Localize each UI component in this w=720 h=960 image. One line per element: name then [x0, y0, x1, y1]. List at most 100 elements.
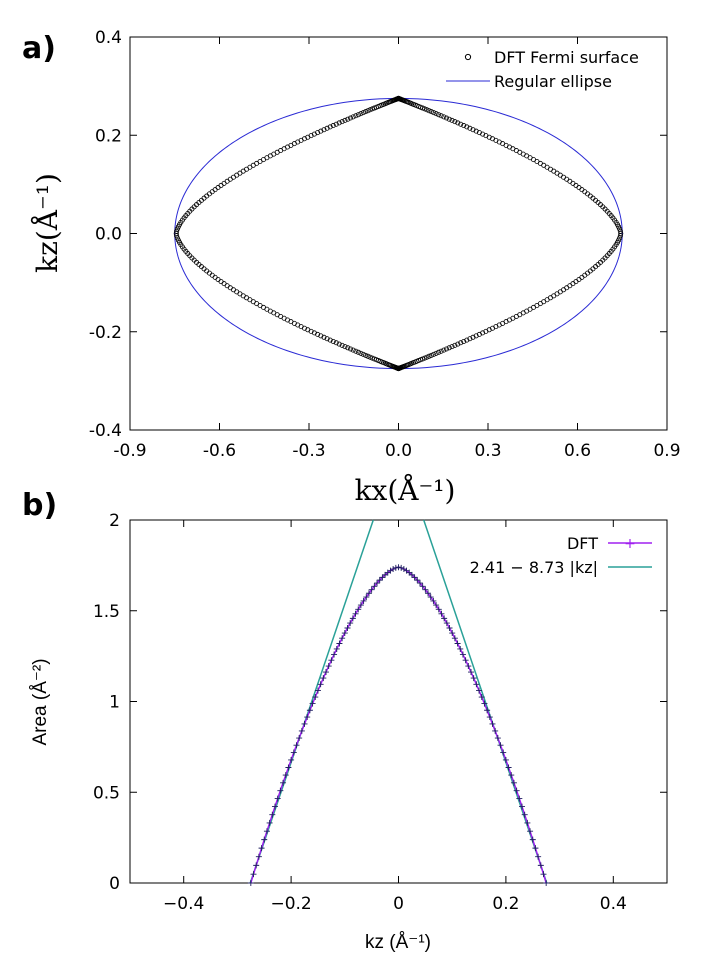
panel-a-x-tick-label: -0.6	[203, 441, 236, 461]
dft-area-marker	[261, 836, 268, 843]
legend-dft-fermi-surface: DFT Fermi surface	[494, 48, 639, 67]
dft-area-marker	[508, 772, 515, 779]
dft-fermi-surface-point	[336, 341, 342, 347]
dft-area-marker	[497, 742, 504, 749]
dft-fermi-surface-point	[342, 117, 348, 123]
panel-b-y-tick-label: 1	[109, 693, 120, 713]
dft-area-marker	[247, 880, 254, 886]
dft-fermi-surface-point	[449, 344, 455, 350]
dft-area-marker	[446, 624, 453, 631]
dft-fermi-surface-point	[470, 127, 476, 133]
panel-b-y-tick-label: 1.5	[93, 602, 120, 622]
dft-area-marker	[352, 610, 359, 617]
dft-area-marker	[513, 787, 520, 794]
dft-area-marker	[317, 681, 324, 688]
dft-area-marker	[419, 583, 426, 590]
dft-fermi-surface-point	[345, 345, 351, 351]
dft-area-marker	[250, 871, 257, 878]
dft-area-line	[250, 566, 547, 884]
dft-fermi-surface-point	[339, 119, 345, 125]
dft-fermi-surface-point	[333, 121, 339, 127]
dft-fermi-surface-point	[209, 189, 215, 195]
dft-area-marker	[489, 720, 496, 727]
dft-area-series	[247, 564, 550, 886]
dft-fermi-surface-point	[339, 342, 345, 348]
panel-a-y-tick-label: 0.4	[95, 28, 122, 48]
dft-area-marker	[492, 727, 499, 734]
panel-b-ticks	[130, 519, 667, 884]
dft-fermi-surface-point	[342, 344, 348, 350]
panel-b-x-tick-labels: −0.4 −0.2 0 0.2 0.4	[163, 894, 627, 914]
dft-fermi-surface-point	[441, 347, 447, 353]
dft-fermi-surface-point	[458, 340, 464, 346]
dft-fermi-surface-point	[446, 116, 452, 122]
dft-area-marker	[519, 803, 526, 810]
dft-fermi-surface-point	[363, 109, 369, 115]
dft-area-marker	[462, 657, 469, 664]
dft-area-marker	[537, 862, 544, 869]
dft-area-marker	[451, 635, 458, 642]
dft-fermi-surface-point	[174, 226, 180, 232]
dft-area-marker	[341, 630, 348, 637]
dft-fermi-surface-point	[360, 351, 366, 357]
dft-fermi-surface-point	[327, 124, 333, 130]
dft-fermi-surface-point	[452, 342, 458, 348]
dft-area-marker	[473, 681, 480, 688]
dft-fermi-surface-point	[424, 354, 430, 360]
dft-area-marker	[524, 819, 531, 826]
dft-fermi-surface-point	[461, 338, 467, 344]
dft-area-marker	[516, 795, 523, 802]
dft-area-marker	[376, 577, 383, 584]
dft-area-marker	[527, 828, 534, 835]
panel-b-x-tick-label: 0	[393, 894, 404, 914]
dft-fermi-surface-point	[360, 110, 366, 116]
dft-area-marker	[360, 597, 367, 604]
dft-fermi-surface-point	[426, 108, 432, 114]
dft-area-marker	[304, 714, 311, 721]
panel-a-ticks	[129, 36, 668, 431]
dft-fermi-surface-point	[365, 108, 371, 114]
panel-a-x-tick-label: 0.6	[564, 441, 591, 461]
dft-area-marker	[478, 694, 485, 701]
dft-fermi-surface-point	[426, 353, 432, 359]
dft-area-marker	[349, 615, 356, 622]
dft-area-marker	[301, 720, 308, 727]
dft-fermi-surface-point	[215, 276, 221, 282]
dft-area-marker	[422, 586, 429, 593]
dft-fermi-surface-point	[464, 337, 470, 343]
dft-area-marker	[414, 577, 421, 584]
panel-b-x-axis-label: kz (Å⁻¹)	[365, 932, 431, 953]
dft-area-marker	[258, 845, 265, 852]
panel-a: a) -0.9 -0.6 -0.3 0.0 0.3 0.6 0.9 -0.4 -0.2 0.0 0…	[22, 28, 681, 507]
dft-area-marker	[441, 615, 448, 622]
regular-ellipse-series	[174, 97, 623, 370]
dft-fermi-surface-point	[336, 120, 342, 126]
dft-fermi-surface-point	[365, 353, 371, 359]
dft-area-marker	[253, 862, 260, 869]
dft-fermi-surface-point	[467, 336, 473, 342]
dft-area-marker	[355, 606, 362, 613]
panel-b-y-axis-label: Area (Å⁻²)	[30, 658, 51, 745]
panel-a-label: a)	[22, 31, 56, 66]
dft-fermi-surface-point	[321, 334, 327, 340]
dft-area-marker	[481, 700, 488, 707]
dft-fermi-surface-point	[174, 233, 180, 239]
panel-a-y-tick-labels: -0.4 -0.2 0.0 0.2 0.4	[89, 28, 122, 441]
dft-area-marker	[502, 756, 509, 763]
dft-area-marker	[540, 871, 547, 878]
dft-area-marker	[486, 714, 493, 721]
dft-area-marker	[392, 564, 399, 571]
dft-area-marker	[500, 749, 507, 756]
dft-fermi-surface-point	[324, 125, 330, 131]
dft-area-marker	[535, 853, 542, 860]
dft-area-marker	[323, 669, 329, 676]
dft-area-marker	[266, 819, 273, 826]
dft-fermi-surface-point	[333, 340, 339, 346]
dft-area-marker	[465, 663, 472, 670]
dft-area-marker	[293, 742, 300, 749]
legend-linear-fit: 2.41 − 8.73 |kz|	[470, 558, 598, 577]
dft-area-marker	[271, 803, 278, 810]
dft-fermi-surface-point	[428, 109, 434, 115]
dft-fermi-surface-point	[576, 276, 582, 282]
dft-fermi-surface-point	[579, 274, 585, 280]
